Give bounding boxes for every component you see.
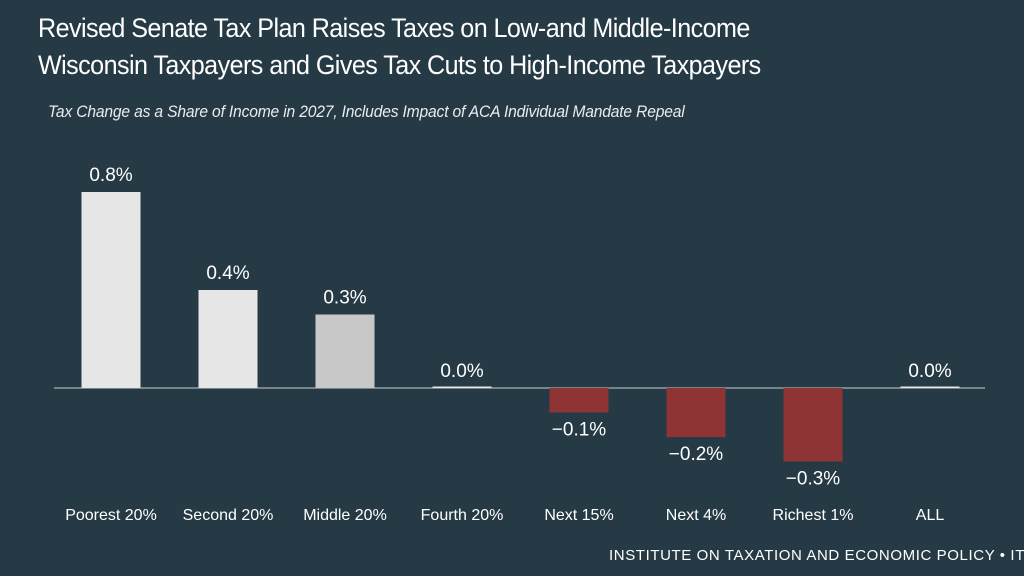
source-footer: INSTITUTE ON TAXATION AND ECONOMIC POLIC… <box>609 547 1024 564</box>
bar-all <box>900 386 960 388</box>
data-label: 0.3% <box>323 288 366 309</box>
data-label: 0.0% <box>440 361 483 382</box>
bar-poorest-20 <box>81 192 141 388</box>
bar-middle-20 <box>315 314 375 388</box>
chart-subtitle: Tax Change as a Share of Income in 2027,… <box>48 102 685 121</box>
category-label: Richest 1% <box>773 507 854 524</box>
chart-title-line-1: Revised Senate Tax Plan Raises Taxes on … <box>38 13 750 43</box>
bar-fourth-20 <box>432 386 492 388</box>
bar-richest-1 <box>783 388 843 462</box>
category-label: Next 4% <box>666 507 726 524</box>
bar-next-15 <box>549 388 609 413</box>
chart-title: Revised Senate Tax Plan Raises Taxes on … <box>38 10 931 84</box>
data-label: −0.3% <box>786 469 841 490</box>
category-label: Middle 20% <box>303 507 387 524</box>
category-label: Fourth 20% <box>421 507 504 524</box>
bar-second-20 <box>198 290 258 388</box>
bar-next-4 <box>666 388 726 437</box>
category-label: Next 15% <box>544 507 613 524</box>
chart-title-line-2: Wisconsin Taxpayers and Gives Tax Cuts t… <box>38 50 761 80</box>
data-label: 0.4% <box>206 263 249 284</box>
category-label: ALL <box>916 507 945 524</box>
data-label: 0.0% <box>908 361 951 382</box>
category-label: Poorest 20% <box>65 507 157 524</box>
category-label: Second 20% <box>183 507 274 524</box>
data-label: −0.2% <box>669 444 724 465</box>
data-label: 0.8% <box>89 165 132 186</box>
data-label: −0.1% <box>552 420 607 441</box>
